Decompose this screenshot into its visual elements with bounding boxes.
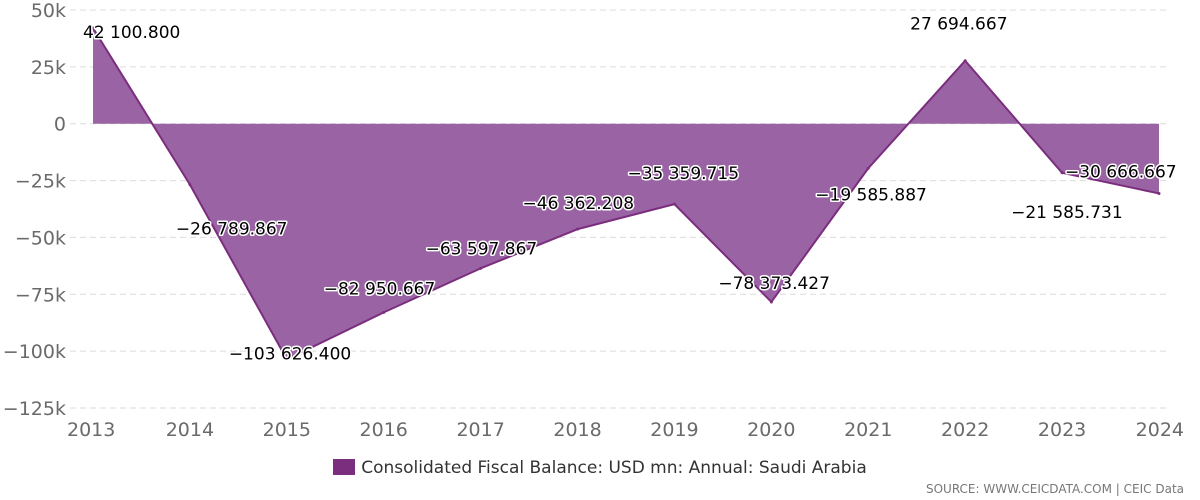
- y-tick-label: −100k: [3, 341, 66, 363]
- data-label: −103 626.400: [229, 344, 351, 364]
- data-label: −82 950.667: [324, 279, 436, 299]
- source-credit: SOURCE: WWW.CEICDATA.COM | CEIC Data: [925, 482, 1184, 496]
- x-tick-label: 2022: [941, 419, 989, 441]
- data-point[interactable]: [382, 310, 386, 314]
- data-point[interactable]: [1157, 191, 1161, 195]
- series-area: [93, 27, 1159, 360]
- data-label: −30 666.667: [1065, 162, 1177, 182]
- data-label: −35 359.715: [627, 164, 739, 184]
- series-area-layer: [91, 26, 1161, 361]
- legend-label: Consolidated Fiscal Balance: USD mn: Ann…: [361, 458, 867, 478]
- data-point[interactable]: [672, 202, 676, 206]
- x-tick-label: 2013: [67, 419, 115, 441]
- x-tick-label: 2023: [1038, 419, 1086, 441]
- x-tick-label: 2019: [650, 419, 698, 441]
- data-label: −78 373.427: [718, 274, 830, 294]
- legend-swatch: [333, 459, 356, 475]
- x-tick-label: 2015: [263, 419, 311, 441]
- x-tick-label: 2020: [747, 419, 795, 441]
- x-tick-label: 2017: [456, 419, 504, 441]
- data-point[interactable]: [576, 227, 580, 231]
- y-tick-label: 50k: [31, 0, 66, 22]
- data-labels: 42 100.800 −26 789.867 −103 626.400 −82 950…: [82, 13, 1179, 366]
- data-label: −26 789.867: [176, 220, 288, 240]
- data-point[interactable]: [769, 300, 773, 304]
- x-tick-label: 2018: [553, 419, 601, 441]
- data-point[interactable]: [479, 266, 483, 270]
- y-tick-label: −25k: [15, 171, 66, 193]
- data-point[interactable]: [866, 166, 870, 170]
- y-tick-label: −75k: [15, 284, 66, 306]
- x-tick-label: 2024: [1136, 419, 1184, 441]
- data-point[interactable]: [91, 26, 95, 30]
- y-tick-label: 0: [54, 114, 66, 136]
- data-label: −19 585.887: [815, 185, 927, 205]
- data-point[interactable]: [1060, 171, 1064, 175]
- y-tick-label: −125k: [3, 398, 66, 420]
- data-label: −46 362.208: [523, 194, 635, 214]
- y-tick-label: 25k: [31, 57, 66, 79]
- y-tick-label: −50k: [15, 227, 66, 249]
- x-axis: 2013 2014 2015 2016 2017 2018 2019 2020 2021 2022…: [67, 419, 1184, 441]
- x-tick-label: 2016: [360, 419, 408, 441]
- data-label: −63 597.867: [426, 239, 538, 259]
- data-label: 27 694.667: [910, 15, 1007, 35]
- series-line: [92, 27, 1160, 361]
- legend[interactable]: Consolidated Fiscal Balance: USD mn: Ann…: [0, 458, 1200, 478]
- y-axis: 50k 25k 0 −25k −50k −75k −100k −125k: [3, 0, 66, 420]
- data-label: −21 585.731: [1011, 203, 1123, 223]
- data-point[interactable]: [188, 183, 192, 187]
- data-label: 42 100.800: [83, 23, 180, 43]
- data-point[interactable]: [285, 357, 289, 361]
- data-point[interactable]: [963, 59, 967, 63]
- x-tick-label: 2021: [844, 419, 892, 441]
- x-tick-label: 2014: [166, 419, 214, 441]
